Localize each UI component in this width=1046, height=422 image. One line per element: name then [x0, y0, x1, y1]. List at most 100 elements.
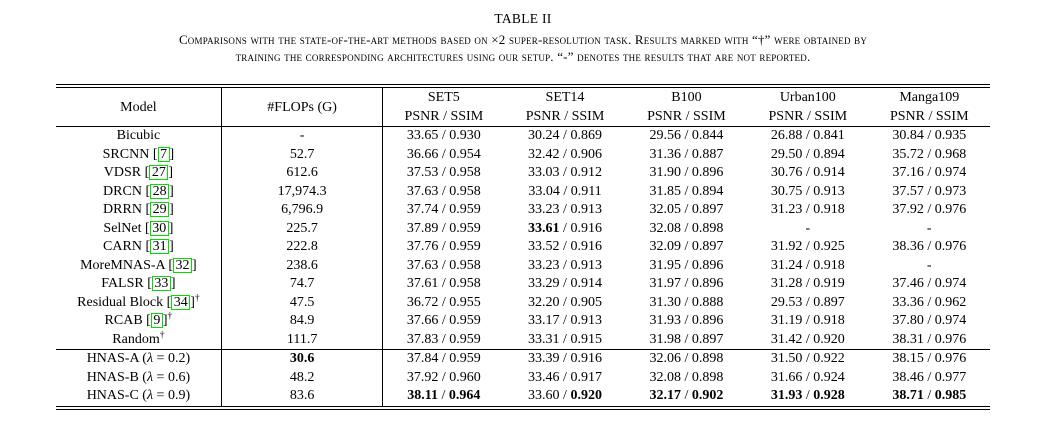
psnr-ssim-cell: 33.31 / 0.915 [528, 331, 602, 347]
psnr-value: 37.66 [406, 313, 439, 328]
dagger-mark: † [159, 329, 165, 340]
ssim-value: 0.869 [570, 128, 602, 143]
psnr-ssim-cell: 31.85 / 0.894 [649, 183, 724, 199]
psnr-ssim-cell: 29.50 / 0.894 [770, 146, 845, 162]
ssim-value: 0.958 [449, 257, 481, 273]
col-header-model: Model [56, 87, 222, 127]
psnr-value: 31.93 [770, 388, 803, 403]
citation-link[interactable]: 33 [151, 276, 171, 291]
ssim-value: 0.898 [691, 351, 724, 366]
psnr-ssim-cell: 31.36 / 0.887 [649, 146, 724, 162]
ssim-value: 0.920 [570, 388, 602, 403]
ssim-value: 0.916 [570, 220, 602, 236]
psnr-value: 33.29 [528, 276, 560, 291]
psnr-value: 33.03 [528, 165, 560, 180]
ssim-value: 0.896 [691, 165, 724, 180]
ssim-value: 0.974 [934, 276, 967, 291]
psnr-value: 31.50 [770, 351, 803, 366]
psnr-value: 31.23 [770, 202, 803, 217]
table-row: FALSR [33] 74.7 37.61 / 0.958 33.29 / 0.914… [56, 275, 990, 294]
psnr-value: 37.83 [406, 331, 439, 347]
ssim-value: 0.844 [691, 128, 724, 143]
citation-link[interactable]: 31 [150, 239, 170, 254]
ssim-value: 0.915 [570, 331, 602, 347]
psnr-ssim-cell: 37.83 / 0.959 [406, 331, 481, 347]
citation-link[interactable]: 7 [157, 146, 170, 162]
results-table: Model #FLOPs (G) SET5 SET14 B100 Urban100 Mang… [56, 87, 990, 407]
psnr-ssim-cell: 36.72 / 0.955 [406, 294, 481, 310]
table-row: HNAS-A (λ = 0.2) 30.6 37.84 / 0.959 33.39 /… [56, 349, 990, 369]
psnr-value: 33.04 [528, 183, 560, 199]
table-row: DRCN [28] 17,974.3 37.63 / 0.958 33.04 / 0.… [56, 182, 990, 201]
col-subheader-urban100: PSNR / SSIM [768, 109, 848, 124]
dagger-mark: † [194, 292, 200, 303]
citation-link[interactable]: 28 [150, 183, 170, 199]
ssim-value: 0.959 [449, 202, 481, 217]
citation-link[interactable]: 32 [173, 257, 193, 273]
table-row: HNAS-B (λ = 0.6) 48.2 37.92 / 0.960 33.46 /… [56, 368, 990, 387]
psnr-value: 32.20 [528, 294, 560, 310]
ssim-value: 0.959 [449, 331, 481, 347]
psnr-value: 37.74 [406, 202, 439, 217]
table-row: CARN [31] 222.8 37.76 / 0.959 33.52 / 0.916… [56, 238, 990, 257]
ssim-value: 0.913 [570, 257, 602, 273]
psnr-ssim-cell: 37.16 / 0.974 [892, 165, 967, 180]
psnr-value: 31.66 [770, 369, 803, 385]
psnr-ssim-cell: 31.50 / 0.922 [770, 351, 845, 366]
psnr-ssim-cell: - [926, 257, 932, 273]
ssim-value: 0.930 [449, 128, 481, 143]
psnr-value: 37.61 [406, 276, 439, 291]
flops-cell: 52.7 [221, 145, 384, 164]
psnr-ssim-cell: 30.84 / 0.935 [892, 128, 967, 143]
ssim-value: 0.913 [570, 202, 602, 217]
col-header-manga109: Manga109 [899, 90, 960, 105]
psnr-ssim-cell: 32.08 / 0.898 [649, 220, 724, 236]
psnr-ssim-cell: 37.61 / 0.958 [406, 276, 481, 291]
psnr-ssim-cell: 31.98 / 0.897 [649, 331, 724, 347]
psnr-ssim-cell: 37.63 / 0.958 [406, 257, 481, 273]
model-cell: CARN [31] [56, 238, 222, 257]
psnr-ssim-cell: 37.80 / 0.974 [892, 313, 967, 328]
table-row: Random† 111.7 37.83 / 0.959 33.31 / 0.915 31… [56, 329, 990, 350]
col-header-flops-g: #FLOPs (G) [221, 87, 384, 127]
psnr-value: 37.53 [406, 165, 439, 180]
ssim-value: 0.887 [691, 146, 724, 162]
citation-link[interactable]: 9 [150, 313, 163, 328]
psnr-ssim-cell: 38.11 / 0.964 [407, 388, 481, 403]
ssim-value: 0.912 [570, 165, 602, 180]
psnr-ssim-cell: 38.71 / 0.985 [892, 388, 967, 403]
psnr-ssim-cell: 33.29 / 0.914 [528, 276, 602, 291]
ssim-value: 0.918 [813, 202, 845, 217]
ssim-value: 0.906 [570, 146, 602, 162]
ssim-value: 0.897 [813, 294, 845, 310]
psnr-value: 38.11 [407, 388, 439, 403]
ssim-value: 0.973 [934, 183, 967, 199]
model-cell: HNAS-A (λ = 0.2) [56, 349, 222, 369]
lambda-symbol: λ [146, 369, 154, 385]
psnr-ssim-cell: 29.53 / 0.897 [770, 294, 845, 310]
ssim-value: 0.916 [570, 351, 602, 366]
psnr-value: 37.76 [406, 239, 439, 254]
results-table-container: Model #FLOPs (G) SET5 SET14 B100 Urban100 Mang… [56, 84, 990, 410]
ssim-value: 0.920 [813, 331, 845, 347]
table-row: SRCNN [7] 52.7 36.66 / 0.954 32.42 / 0.906 3… [56, 145, 990, 164]
citation-link[interactable]: 27 [149, 165, 169, 180]
citation-link[interactable]: 34 [171, 294, 191, 310]
model-cell: FALSR [33] [56, 275, 222, 294]
psnr-ssim-cell: 37.53 / 0.958 [406, 165, 481, 180]
psnr-ssim-cell: - [926, 220, 932, 236]
psnr-value: 31.90 [649, 165, 681, 180]
citation-link[interactable]: 30 [149, 220, 169, 236]
ssim-value: 0.905 [570, 294, 602, 310]
flops-cell: 222.8 [221, 238, 384, 257]
psnr-ssim-cell: 33.36 / 0.962 [892, 294, 967, 310]
model-cell: SelNet [30] [56, 219, 222, 238]
psnr-value: 31.93 [649, 313, 681, 328]
psnr-ssim-cell: 38.36 / 0.976 [892, 239, 967, 254]
psnr-ssim-cell: 32.17 / 0.902 [649, 388, 724, 403]
citation-link[interactable]: 29 [150, 202, 170, 217]
flops-cell: 17,974.3 [221, 182, 384, 201]
ssim-value: 0.914 [813, 165, 845, 180]
psnr-value: 33.23 [528, 257, 560, 273]
table-row: MoreMNAS-A [32] 238.6 37.63 / 0.958 33.23 /… [56, 256, 990, 275]
